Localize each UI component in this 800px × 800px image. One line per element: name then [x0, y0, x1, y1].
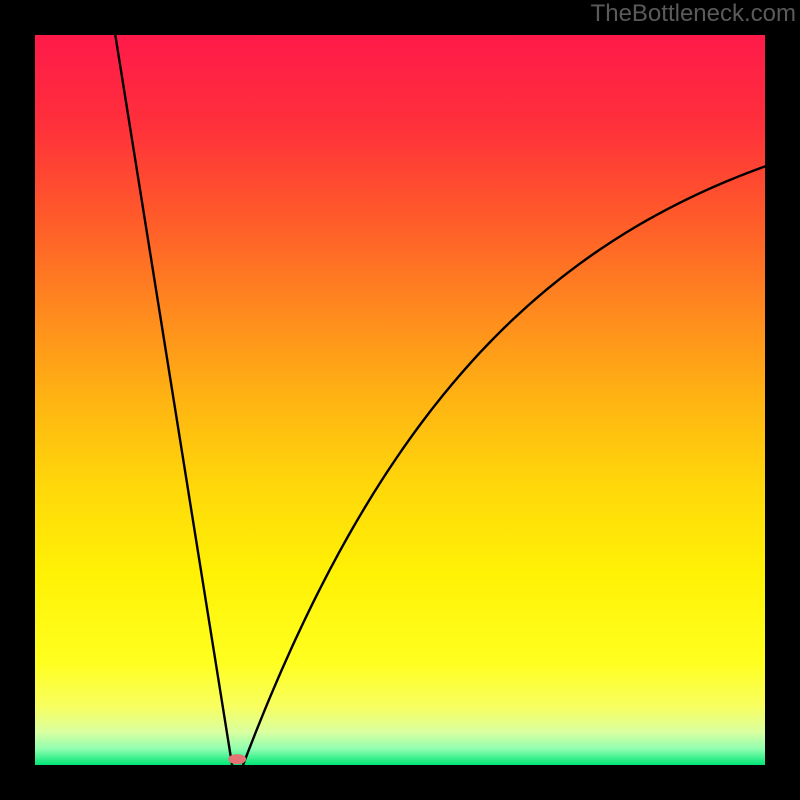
- optimum-marker: [228, 754, 246, 764]
- chart-container: TheBottleneck.com: [0, 0, 800, 800]
- plot-area: [35, 35, 765, 765]
- bottleneck-curve-path: [115, 35, 765, 765]
- watermark-text: TheBottleneck.com: [591, 0, 796, 28]
- bottleneck-curve-svg: [35, 35, 765, 765]
